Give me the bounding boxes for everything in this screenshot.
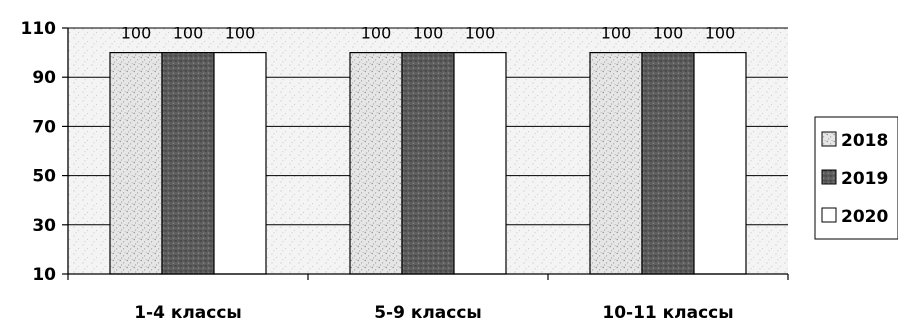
legend-swatch-2019: [821, 169, 837, 185]
y-tick-label: 10: [32, 265, 56, 285]
y-tick-label: 70: [32, 117, 56, 137]
x-category-label: 10-11 классы: [602, 303, 733, 323]
legend-label-2020: 2020: [841, 207, 888, 227]
bar-2018-1: [109, 51, 163, 275]
bar-2020-2: [453, 51, 507, 275]
bar-2020-3: [693, 51, 747, 275]
bar-2019-2: [401, 51, 455, 275]
y-tick-label: 110: [21, 19, 57, 39]
x-axis-ticks: 1-4 классы 5-9 классы 10-11 классы: [67, 274, 789, 323]
data-label: 100: [705, 24, 736, 43]
data-label: 100: [361, 24, 392, 43]
data-label: 100: [653, 24, 684, 43]
legend-swatch-2020: [821, 207, 837, 223]
y-tick-label: 30: [32, 216, 56, 236]
legend-label-2019: 2019: [841, 169, 888, 189]
y-tick-label: 90: [32, 68, 56, 88]
legend-swatch-2018: [821, 131, 837, 147]
data-label: 100: [465, 24, 496, 43]
y-tick-label: 50: [32, 167, 56, 187]
data-label: 100: [173, 24, 204, 43]
data-label: 100: [121, 24, 152, 43]
x-category-label: 5-9 классы: [374, 303, 482, 323]
bar-2020-1: [213, 51, 267, 275]
data-label: 100: [413, 24, 444, 43]
legend-label-2018: 2018: [841, 131, 888, 151]
y-axis-ticks: 10 30 50 70 90 110: [21, 19, 68, 285]
legend: 2018 2019 2020: [814, 116, 898, 240]
bar-2019-3: [641, 51, 695, 275]
bar-2018-3: [589, 51, 643, 275]
bar-2018-2: [349, 51, 403, 275]
data-label: 100: [225, 24, 256, 43]
x-category-label: 1-4 классы: [134, 303, 242, 323]
data-label: 100: [601, 24, 632, 43]
bars: [109, 51, 747, 275]
bar-2019-1: [161, 51, 215, 275]
data-labels: 100 100 100 100 100 100 100 100 100: [121, 24, 736, 43]
